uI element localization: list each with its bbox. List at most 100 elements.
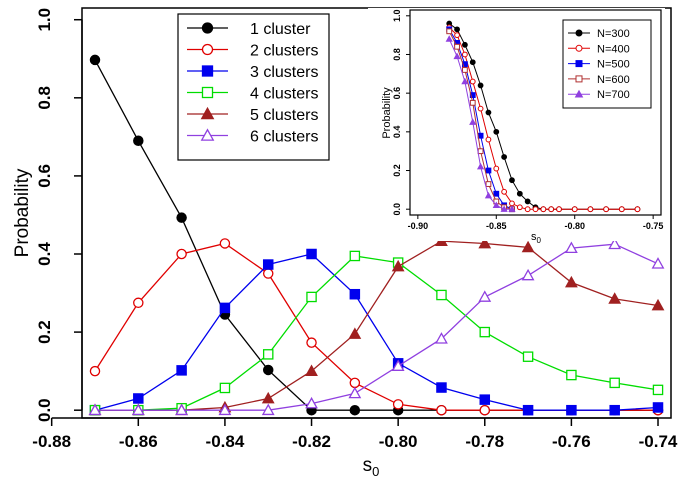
main-x-axis-label-subscript: 0 <box>372 464 379 479</box>
inset-data-point <box>477 148 484 155</box>
main-legend-label: 4 clusters <box>250 86 318 103</box>
inset-x-axis-label-base: s <box>531 231 537 243</box>
main-data-point <box>436 382 447 393</box>
inset-data-point <box>524 198 531 205</box>
main-data-point <box>262 364 274 376</box>
inset-data-point <box>548 206 555 213</box>
main-data-point <box>305 364 318 377</box>
inset-data-point <box>516 204 523 211</box>
main-data-point <box>133 135 144 147</box>
main-x-tick-label: -0.82 <box>292 432 331 451</box>
main-data-point <box>564 275 578 288</box>
inset-y-axis-label: Probability <box>381 87 393 139</box>
inset-legend-marker <box>575 29 583 37</box>
inset-data-point <box>485 136 492 143</box>
main-series-line-3-clusters <box>94 253 659 411</box>
main-data-point <box>262 268 274 279</box>
main-data-point <box>219 302 231 314</box>
main-x-axis-label-base: s <box>363 455 373 476</box>
inset-legend-marker <box>574 89 584 98</box>
main-data-point <box>521 268 535 281</box>
inset-data-point <box>516 190 523 197</box>
inset-x-tick-label: -0.75 <box>643 221 664 231</box>
main-series-6-clusters <box>88 237 665 416</box>
inset-x-axis-label-subscript: 0 <box>537 236 542 245</box>
inset-legend-entry-n-300: N=300 <box>568 28 630 40</box>
inset-data-point <box>462 41 468 48</box>
main-data-point <box>349 288 361 300</box>
inset-data-point <box>469 99 476 106</box>
inset-y-tick-label: 0.0 <box>392 203 402 216</box>
inset-data-point <box>477 82 484 89</box>
main-y-tick-label: 1.0 <box>35 8 54 32</box>
inset-legend-marker <box>575 75 583 83</box>
main-data-point <box>436 289 447 301</box>
main-legend-marker <box>201 86 214 99</box>
main-data-point <box>262 349 274 360</box>
main-x-tick-label: -0.74 <box>639 432 678 451</box>
main-legend-label: 5 clusters <box>250 107 318 124</box>
main-x-tick-label: -0.76 <box>552 432 591 451</box>
main-data-point <box>478 290 492 302</box>
main-data-point <box>564 241 578 254</box>
main-legend-entry-4-clusters: 4 clusters <box>187 86 318 103</box>
main-chart: -0.88 -0.86 -0.84 -0.82 -0.80 -0.78 -0.76 -0.74… <box>12 7 678 479</box>
main-legend-marker <box>200 128 215 141</box>
main-legend-entries: 1 cluster 2 clusters 3 clusters 4 clusters 5… <box>187 21 318 146</box>
inset-data-point <box>469 59 476 66</box>
main-data-point <box>306 337 317 348</box>
main-data-point <box>609 377 620 389</box>
main-x-tick-label: -0.88 <box>32 432 71 451</box>
main-data-point <box>391 359 405 371</box>
inset-legend-marker <box>575 44 583 52</box>
main-data-point <box>521 240 535 253</box>
main-data-point <box>651 257 665 269</box>
inset-data-point <box>492 201 500 209</box>
inset-y-tick-label: 0.4 <box>392 126 402 139</box>
main-data-point <box>305 396 318 409</box>
main-data-point <box>349 377 361 389</box>
inset-data-point <box>540 206 547 213</box>
inset-legend-label: N=300 <box>597 28 630 40</box>
main-legend-marker <box>201 43 214 56</box>
main-data-point <box>609 404 620 416</box>
main-data-point <box>133 393 144 404</box>
main-x-tick-label: -0.84 <box>206 432 245 451</box>
main-y-tick-label: 0.2 <box>35 320 54 344</box>
main-y-axis-label: Probability <box>12 168 33 257</box>
inset-legend-entry-n-600: N=600 <box>568 74 630 86</box>
main-data-point <box>479 326 491 338</box>
main-data-point <box>348 386 362 399</box>
main-data-point <box>261 391 275 404</box>
inset-x-tick-label: -0.90 <box>408 221 429 231</box>
main-data-point <box>219 382 231 394</box>
inset-data-point <box>446 28 453 35</box>
inset-data-point <box>477 132 484 139</box>
inset-legend-entry-n-500: N=500 <box>568 59 630 71</box>
main-series-line-6-clusters <box>95 243 659 411</box>
inset-data-point <box>454 26 460 33</box>
inset-data-point <box>469 78 476 85</box>
main-data-point <box>566 404 577 416</box>
inset-data-point <box>469 118 477 125</box>
main-data-point <box>89 54 101 66</box>
main-data-point <box>88 403 102 416</box>
inset-data-point <box>524 206 531 213</box>
main-x-axis-label: s0 <box>363 455 380 479</box>
main-data-point <box>391 259 405 272</box>
main-legend-marker <box>200 106 215 120</box>
inset-data-point <box>587 206 594 213</box>
main-data-point <box>435 332 448 344</box>
main-data-point <box>522 351 534 362</box>
inset-legend-entries: N=300 N=400 N=500 N=600 N=700 <box>568 28 630 101</box>
inset-data-point <box>500 205 508 212</box>
inset-data-point <box>469 92 476 98</box>
inset-data-point <box>462 51 468 58</box>
main-data-point <box>479 394 491 405</box>
inset-data-point <box>501 188 508 195</box>
main-data-point <box>478 236 492 249</box>
main-data-point <box>522 404 534 416</box>
main-data-point <box>131 403 145 416</box>
inset-y-tick-label: 0.2 <box>392 164 402 177</box>
main-data-point <box>652 402 664 413</box>
